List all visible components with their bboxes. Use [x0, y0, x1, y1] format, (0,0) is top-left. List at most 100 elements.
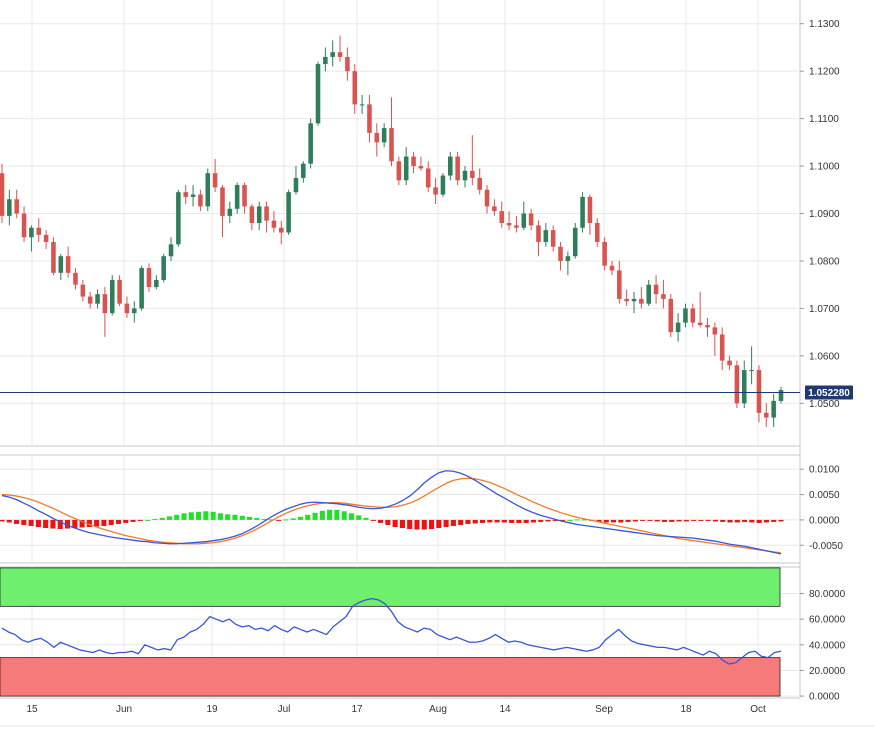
macd-histogram-bar — [130, 519, 136, 522]
macd-histogram-bar — [428, 519, 435, 530]
macd-histogram-bar — [545, 519, 551, 522]
macd-histogram-bar — [327, 509, 333, 520]
candle — [470, 135, 475, 186]
candle-body — [418, 166, 424, 169]
candle — [242, 182, 247, 214]
macd-histogram-bar — [290, 518, 296, 520]
candle — [617, 260, 622, 304]
candle-body — [506, 223, 512, 226]
macd-histogram-bar — [152, 518, 158, 520]
rsi-axis-label: 20.0000 — [809, 666, 846, 677]
candle — [403, 147, 409, 186]
candle-body — [345, 56, 350, 72]
candle — [543, 223, 549, 247]
candle — [220, 185, 225, 238]
macd-histogram-bar — [734, 519, 740, 523]
macd-histogram-bar — [6, 519, 12, 523]
candle-body — [528, 213, 534, 226]
price-axis-label: 1.0800 — [809, 256, 840, 267]
candle — [550, 225, 556, 252]
macd-histogram-bar — [436, 519, 442, 529]
time-axis-label: 19 — [206, 704, 218, 715]
candle — [7, 189, 12, 226]
candle — [190, 185, 196, 207]
macd-histogram-bar — [254, 517, 260, 520]
price-axis-label: 1.1100 — [809, 114, 839, 125]
macd-histogram-bar — [348, 513, 355, 520]
macd-histogram-bar — [145, 519, 151, 521]
candle — [624, 289, 629, 307]
macd-histogram-bar — [501, 519, 507, 523]
candle-body — [433, 187, 438, 195]
macd-histogram-bar — [378, 519, 384, 523]
candle-body — [587, 196, 593, 223]
candle-body — [278, 227, 284, 233]
candle-body — [624, 298, 629, 302]
candle-body — [249, 206, 255, 223]
macd-histogram-bar — [210, 511, 216, 520]
candle-body — [308, 123, 313, 164]
last-price-tag — [805, 385, 853, 400]
candle-body — [124, 303, 130, 314]
macd-histogram-bar — [654, 519, 660, 522]
candle — [65, 246, 71, 278]
candle — [499, 201, 505, 228]
macd-histogram-bar — [115, 519, 122, 524]
macd-lines — [1, 470, 782, 555]
candle-body — [51, 241, 56, 273]
candle-body — [734, 365, 740, 404]
candle-body — [558, 246, 563, 261]
candle-body — [198, 194, 203, 207]
macd-signal-line — [1, 477, 782, 554]
macd-histogram-bar — [28, 519, 34, 526]
candlesticks — [0, 35, 784, 428]
candle-body — [234, 185, 240, 209]
candle — [315, 61, 321, 126]
candle — [558, 241, 563, 271]
candle — [602, 237, 607, 271]
macd-histogram-bar — [523, 519, 529, 523]
macd-histogram-bar — [50, 519, 56, 529]
macd-histogram-bar — [603, 519, 609, 523]
candle-body — [212, 173, 218, 188]
candle-body — [425, 168, 431, 188]
candle — [528, 208, 534, 231]
last-price-line-group: 1.052280 — [0, 385, 853, 400]
candle — [58, 253, 64, 280]
macd-histogram-bar — [297, 516, 304, 520]
rsi-axis-label: 60.0000 — [809, 615, 846, 626]
macd-histogram-bar — [225, 514, 231, 520]
candle — [183, 185, 189, 205]
candle — [381, 123, 387, 148]
macd-histogram-bar — [217, 513, 223, 520]
macd-histogram-bar — [35, 519, 41, 527]
candle — [154, 275, 159, 290]
macd-axis-label: 0.0100 — [809, 465, 840, 476]
time-axis-label: Jun — [116, 704, 132, 715]
macd-histogram-bar — [618, 519, 624, 523]
macd-histogram-bar — [72, 519, 78, 529]
macd-histogram-bar — [669, 519, 675, 522]
candle-body — [95, 294, 100, 304]
candle — [14, 189, 19, 219]
candle — [675, 313, 681, 342]
candle — [756, 365, 762, 423]
macd-histogram-bar — [283, 519, 289, 521]
candle — [73, 268, 78, 290]
candle-body — [705, 325, 710, 328]
macd-line — [1, 470, 782, 555]
macd-histogram-bar — [385, 519, 391, 525]
macd-histogram-bar — [399, 519, 405, 529]
macd-histogram-bar — [742, 519, 748, 522]
candle-body — [381, 128, 387, 143]
candle-body — [764, 412, 769, 418]
macd-histogram-bar — [581, 519, 587, 521]
candle-body — [448, 156, 453, 176]
candle-body — [653, 284, 659, 295]
macd-histogram-bar — [450, 519, 456, 526]
candle-body — [756, 370, 762, 413]
last-price-label: 1.052280 — [808, 388, 850, 399]
macd-histogram-bar — [319, 510, 325, 520]
candle — [521, 201, 527, 231]
